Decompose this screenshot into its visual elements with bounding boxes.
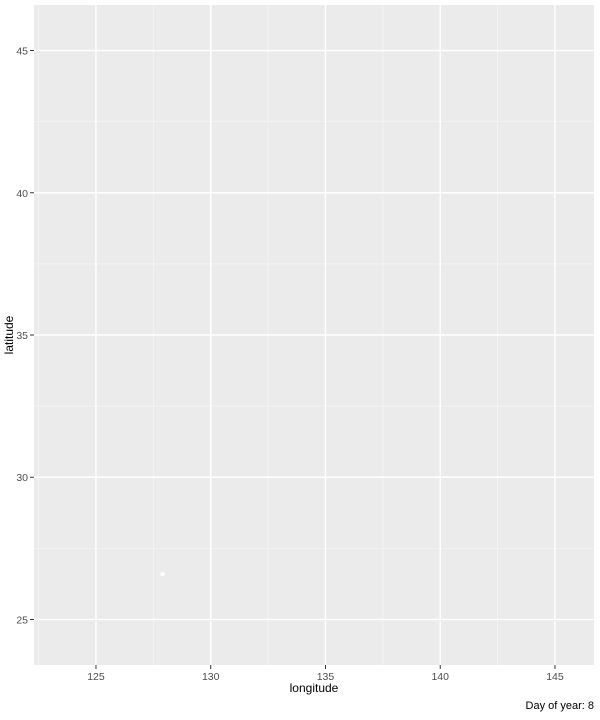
y-tick-label: 45: [16, 46, 28, 58]
y-tick-label: 25: [16, 614, 28, 626]
data-points: [160, 571, 165, 577]
major-gridlines: [34, 5, 594, 665]
y-axis-ticks: 25 30 35 40 45: [16, 46, 34, 626]
y-tick-label: 30: [16, 472, 28, 484]
y-tick-label: 40: [16, 188, 28, 200]
x-tick-label: 125: [87, 671, 105, 683]
x-tick-label: 135: [317, 671, 335, 683]
x-axis-ticks: 125 130 135 140 145: [87, 665, 564, 683]
x-tick-label: 140: [431, 671, 449, 683]
y-tick-label: 35: [16, 330, 28, 342]
x-axis-title: longitude: [290, 681, 339, 695]
y-axis-title: latitude: [2, 315, 16, 354]
x-tick-label: 145: [546, 671, 564, 683]
x-tick-label: 130: [202, 671, 220, 683]
data-point: [160, 571, 165, 577]
chart-caption: Day of year: 8: [526, 700, 594, 712]
